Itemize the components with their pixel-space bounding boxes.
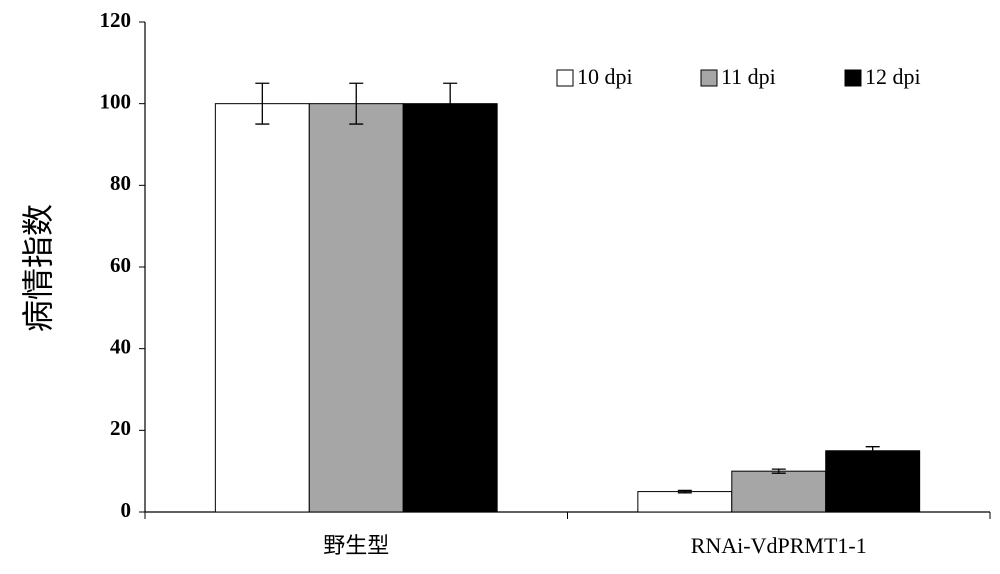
bar [825, 450, 921, 513]
x-tick-label: 野生型 [323, 533, 389, 558]
error-bar [865, 446, 880, 456]
y-axis-label: 病情指数 [19, 204, 57, 332]
bar [214, 103, 310, 513]
y-tick-label: 40 [110, 334, 131, 358]
bar [402, 103, 498, 513]
error-bar [771, 468, 786, 474]
y-tick-label: 0 [121, 498, 132, 522]
error-bar [443, 82, 458, 125]
legend-swatch [556, 69, 574, 87]
legend-label: 10 dpi [577, 64, 633, 89]
y-tick-label: 60 [110, 253, 131, 277]
y-tick-label: 20 [110, 416, 131, 440]
y-tick-label: 100 [100, 89, 132, 113]
y-tick-label: 120 [100, 8, 132, 32]
y-tick-label: 80 [110, 171, 131, 195]
error-bar [255, 82, 270, 125]
legend-label: 11 dpi [721, 64, 776, 89]
bar [637, 491, 733, 513]
error-bar [349, 82, 364, 125]
bar [308, 103, 404, 513]
legend-label: 12 dpi [865, 64, 921, 89]
legend-swatch [700, 69, 718, 87]
error-bar [677, 489, 692, 494]
bar [731, 470, 827, 513]
legend-swatch [844, 69, 862, 87]
x-tick-label: RNAi-VdPRMT1-1 [691, 533, 867, 558]
